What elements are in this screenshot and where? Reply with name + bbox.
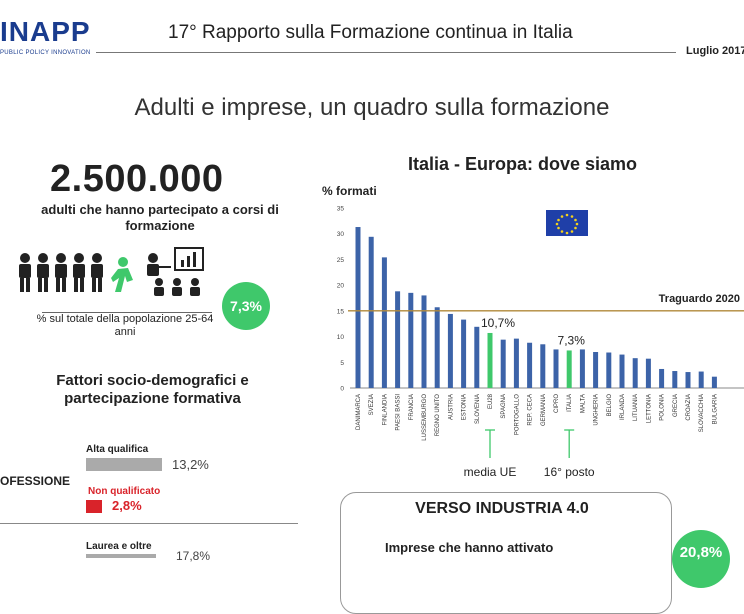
- x-tick-label: UNGHERIA: [594, 394, 600, 426]
- bar-polonia: [659, 368, 665, 388]
- y-tick-label: 20: [337, 283, 345, 290]
- high-qualification-bar: [86, 458, 162, 471]
- bar-ungheria: [593, 352, 599, 388]
- bar-bulgaria: [711, 376, 717, 388]
- pct-underline: [42, 312, 212, 313]
- x-tick-label: SLOVENIA: [475, 394, 481, 424]
- bar-spagna: [500, 339, 506, 388]
- bar-grecia: [672, 371, 678, 388]
- x-tick-label: PAESI BASSI: [396, 394, 402, 431]
- degree-label: Laurea e oltre: [86, 541, 152, 552]
- left-divider: [0, 523, 298, 524]
- bar-estonia: [461, 319, 467, 388]
- bar-regno-unito: [434, 307, 440, 388]
- italy-caption: 16° posto: [544, 465, 595, 479]
- x-tick-label: SPAGNA: [501, 394, 507, 419]
- eu-value-label: 10,7%: [481, 316, 515, 330]
- x-tick-label: IRLANDA: [620, 394, 626, 420]
- x-tick-label: SLOVACCHIA: [699, 394, 705, 432]
- x-tick-label: FINLANDIA: [382, 394, 388, 425]
- industry40-description: Imprese che hanno attivato: [385, 540, 554, 555]
- x-tick-label: GRECIA: [673, 394, 679, 417]
- y-tick-label: 30: [337, 231, 345, 238]
- high-qualification-value: 13,2%: [172, 457, 209, 472]
- bar-austria: [447, 313, 453, 388]
- section-title: Adulti e imprese, un quadro sulla formaz…: [134, 94, 610, 121]
- inapp-logo: INAPP: [0, 16, 91, 47]
- x-tick-label: REGNO UNITO: [435, 394, 441, 437]
- x-tick-label: SVEZIA: [369, 394, 375, 415]
- high-qualification-label: Alta qualifica: [86, 444, 149, 455]
- y-tick-label: 25: [337, 257, 345, 264]
- x-tick-label: MALTA: [580, 394, 586, 413]
- bar-lussemburgo: [421, 295, 427, 388]
- x-tick-label: LUSSEMBURGO: [422, 394, 428, 441]
- bar-francia: [408, 292, 414, 388]
- y-axis-title: % formati: [322, 184, 377, 198]
- chart-title: Italia - Europa: dove siamo: [408, 154, 638, 174]
- y-tick-label: 15: [337, 308, 345, 315]
- x-tick-label: FRANCIA: [409, 394, 415, 420]
- x-tick-label: ESTONIA: [462, 394, 468, 420]
- bar-croazia: [685, 372, 691, 388]
- bar-finlandia: [381, 257, 387, 388]
- x-tick-label: EU28: [488, 393, 494, 409]
- bar-lettonia: [645, 358, 651, 388]
- bar-belgio: [606, 352, 612, 388]
- adults-count: 2.500.000: [50, 158, 224, 200]
- x-tick-label: LETTONIA: [646, 394, 652, 423]
- adults-description: adulti che hanno partecipato a corsi di …: [41, 202, 279, 233]
- europe-bar-chart: 0 5 10 15 20 25 30 35 DANIMARCA SVEZIA FINLANDIA P…: [337, 206, 744, 479]
- unqualified-label: Non qualificato: [88, 486, 161, 497]
- bar-slovenia: [474, 326, 480, 388]
- target-label: Traguardo 2020: [659, 293, 740, 305]
- bar-paesi-bassi: [395, 291, 401, 388]
- participation-rate-description: % sul totale della popolazione 25-64 ann…: [36, 313, 214, 338]
- x-tick-label: LITUANIA: [633, 394, 639, 421]
- bar-portogallo: [513, 338, 519, 388]
- bar-eu28: [487, 332, 493, 388]
- x-tick-label: POLONIA: [660, 394, 666, 421]
- x-tick-label: CIPRO: [554, 394, 560, 413]
- x-tick-label: DANIMARCA: [356, 394, 362, 430]
- bar-danimarca: [355, 227, 361, 388]
- eu-flag-icon: [546, 210, 588, 236]
- y-tick-label: 35: [337, 206, 345, 213]
- bar-italia: [566, 350, 572, 388]
- participation-rate-badge: 7,3%: [222, 282, 270, 330]
- logo-subtitle: PUBLIC POLICY INNOVATION: [0, 50, 91, 56]
- bar-malta: [579, 349, 585, 388]
- x-tick-label: REP. CECA: [528, 394, 534, 426]
- profession-label: OFESSIONE: [0, 474, 71, 488]
- bar-rep-ceca: [527, 342, 533, 388]
- report-title: 17° Rapporto sulla Formazione continua i…: [168, 22, 573, 43]
- x-tick-label: BELGIO: [607, 394, 613, 417]
- industry40-title: VERSO INDUSTRIA 4.0: [415, 500, 589, 517]
- bar-lituania: [632, 358, 638, 388]
- bar-svezia: [368, 236, 374, 388]
- unqualified-value: 2,8%: [112, 498, 142, 513]
- degree-bar: [86, 554, 156, 558]
- x-tick-label: BULGARIA: [712, 394, 718, 424]
- bar-cipro: [553, 349, 559, 388]
- y-tick-label: 10: [337, 334, 345, 341]
- eu-caption: media UE: [464, 465, 517, 479]
- bar-slovacchia: [698, 371, 704, 388]
- x-tick-label: CROAZIA: [686, 394, 692, 421]
- y-tick-label: 5: [340, 360, 344, 367]
- header-divider: [96, 52, 676, 53]
- x-tick-label: ITALIA: [567, 394, 573, 412]
- industry40-badge: 20,8%: [672, 530, 730, 588]
- unqualified-bar: [86, 500, 102, 513]
- x-tick-label: AUSTRIA: [448, 394, 454, 420]
- report-date: Luglio 2017: [686, 45, 744, 57]
- factors-title: Fattori socio-demografici e partecipazio…: [56, 372, 249, 407]
- italy-value-label: 7,3%: [558, 333, 586, 347]
- x-tick-label: GERMANIA: [541, 394, 547, 426]
- people-training-icon: [19, 247, 204, 296]
- bar-irlanda: [619, 354, 625, 388]
- y-tick-label: 0: [340, 386, 344, 393]
- bar-germania: [540, 344, 546, 388]
- x-tick-label: PORTOGALLO: [514, 394, 520, 435]
